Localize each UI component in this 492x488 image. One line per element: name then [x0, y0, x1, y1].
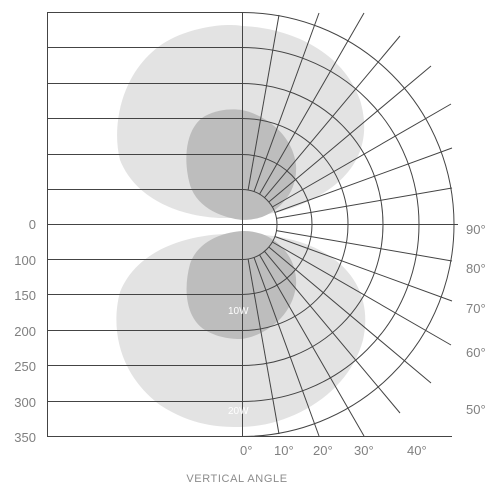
series-label-20w: 20W — [228, 406, 249, 417]
ray-up-10 — [247, 14, 280, 191]
angle-label: 60° — [466, 345, 486, 360]
arc-6 — [241, 12, 455, 437]
angle-label: 40° — [407, 443, 427, 458]
scale-label: 100 — [14, 253, 36, 268]
angle-label: 90° — [466, 222, 486, 237]
scale-label: 200 — [14, 324, 36, 339]
ray-down-30 — [259, 254, 365, 437]
ray-up-20 — [253, 12, 320, 192]
arc-1 — [241, 189, 278, 260]
bottom-angle-labels: 0° 10° 20° 30° 40° — [240, 443, 427, 458]
light-lobes — [116, 25, 366, 428]
arc-5 — [241, 47, 420, 402]
arc-4 — [241, 83, 384, 366]
diagram-frame — [47, 12, 458, 437]
angle-label: 50° — [466, 402, 486, 417]
arc-3 — [241, 118, 349, 331]
angle-label: 80° — [466, 261, 486, 276]
right-angle-labels: 90° 80° 70° 60° 50° — [466, 222, 486, 417]
ray-down-10 — [247, 258, 280, 435]
angle-label: 0° — [240, 443, 252, 458]
ray-up-70 — [274, 147, 453, 213]
ray-up-60 — [272, 103, 452, 208]
ray-down-70 — [274, 236, 453, 302]
polar-grid — [241, 12, 455, 437]
ray-down-40 — [264, 250, 401, 414]
angle-label: 30° — [354, 443, 374, 458]
ray-down-80 — [276, 230, 453, 262]
ray-down-60 — [272, 241, 452, 346]
lobe-10w-lower — [186, 231, 242, 339]
ray-up-50 — [268, 65, 432, 203]
angle-label: 20° — [313, 443, 333, 458]
ray-down-50 — [268, 246, 432, 384]
angle-label: 10° — [274, 443, 294, 458]
scale-label: 300 — [14, 395, 36, 410]
x-axis-title: VERTICAL ANGLE — [186, 473, 287, 485]
ray-down-20 — [253, 257, 320, 437]
lobe-10w-upper — [186, 109, 242, 220]
scale-label: 0 — [29, 217, 36, 232]
series-label-10w: 10W — [228, 306, 249, 317]
ray-up-80 — [276, 187, 453, 219]
ray-up-40 — [264, 35, 401, 199]
scale-label: 350 — [14, 430, 36, 445]
angle-label: 70° — [466, 301, 486, 316]
scale-label: 250 — [14, 359, 36, 374]
series-labels: 10W 20W — [228, 306, 249, 417]
arc-2 — [241, 154, 313, 295]
left-scale-labels: 0 100 150 200 250 300 350 — [14, 217, 36, 445]
ray-up-30 — [259, 12, 365, 195]
scale-label: 150 — [14, 288, 36, 303]
